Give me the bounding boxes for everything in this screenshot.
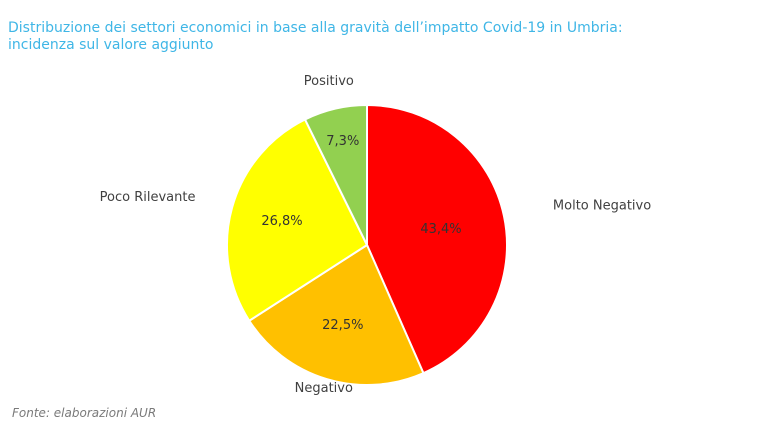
chart-title: Distribuzione dei settori economici in b… — [8, 20, 748, 54]
pie-slice-poco-rilevante — [226, 118, 369, 323]
value-label-poco-rilevante: 26,8% — [261, 214, 302, 229]
chart-title-line-1: Distribuzione dei settori economici in b… — [8, 20, 623, 36]
pie-slice-molto-negativo — [366, 103, 508, 375]
chart-title-line-2: incidenza sul valore aggiunto — [8, 37, 214, 53]
pie-slice-positivo — [303, 103, 368, 246]
value-label-molto-negativo: 43,4% — [420, 222, 461, 237]
source-note: Fonte: elaborazioni AUR — [12, 406, 157, 420]
pie-slice-negativo — [247, 243, 425, 386]
category-label-molto-negativo: Molto Negativo — [553, 198, 651, 213]
value-label-positivo: 7,3% — [326, 134, 359, 149]
value-label-negativo: 22,5% — [322, 318, 363, 333]
category-label-negativo: Negativo — [295, 381, 353, 396]
category-label-positivo: Positivo — [304, 74, 354, 89]
category-label-poco-rilevante: Poco Rilevante — [100, 190, 196, 205]
